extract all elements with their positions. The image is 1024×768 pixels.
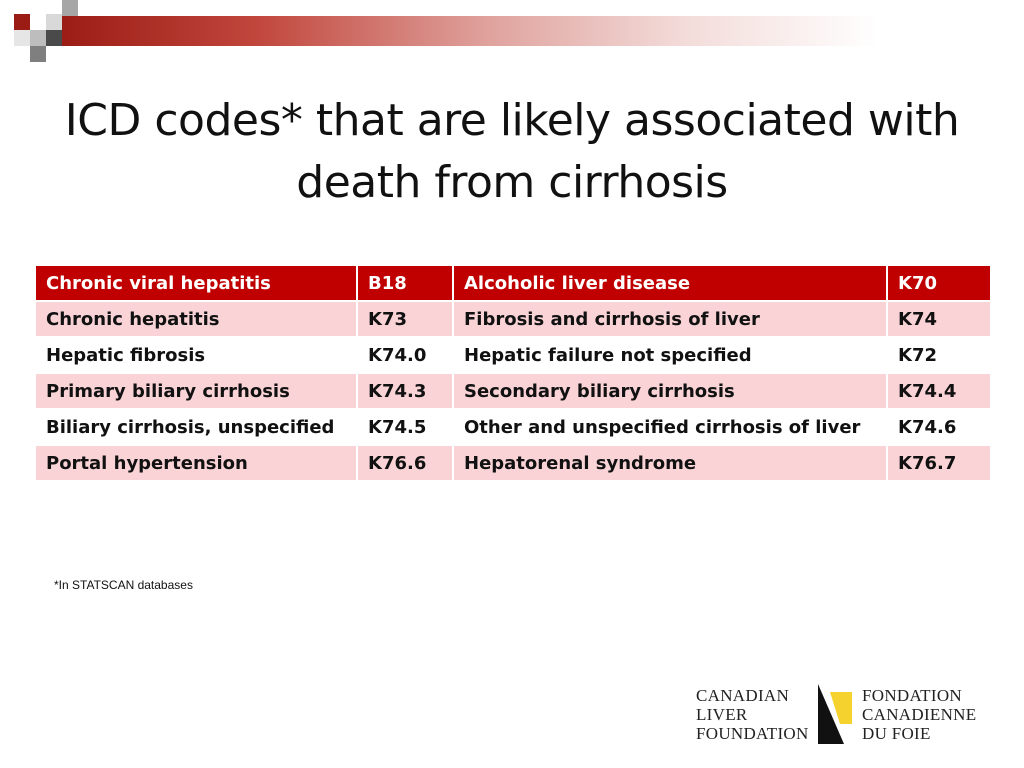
icd-code-cell: K72 (888, 338, 990, 372)
logo-line: DU FOIE (862, 724, 931, 743)
condition-name-cell: Secondary biliary cirrhosis (454, 374, 886, 408)
condition-name-cell: Hepatorenal syndrome (454, 446, 886, 480)
icd-code-cell: K76.7 (888, 446, 990, 480)
condition-name-cell: Alcoholic liver disease (454, 266, 886, 300)
table-row: Primary biliary cirrhosis K74.3 Secondary … (36, 374, 990, 408)
icd-code-cell: K70 (888, 266, 990, 300)
page-title: ICD codes* that are likely associated wi… (0, 90, 1024, 214)
condition-name-cell: Primary biliary cirrhosis (36, 374, 356, 408)
logo-line: CANADIAN (696, 686, 790, 705)
condition-name-cell: Hepatic failure not specified (454, 338, 886, 372)
title-line-2: death from cirrhosis (296, 157, 728, 208)
icd-code-cell: K74.4 (888, 374, 990, 408)
liver-foundation-logo-icon: CANADIAN LIVER FOUNDATION FONDATION CANA… (696, 684, 986, 746)
logo-line: LIVER (696, 705, 748, 724)
table-row: Portal hypertension K76.6 Hepatorenal synd… (36, 446, 990, 480)
logo-mark-icon (818, 684, 852, 744)
condition-name-cell: Fibrosis and cirrhosis of liver (454, 302, 886, 336)
icd-code-table: Chronic viral hepatitis B18 Alcoholic live… (34, 264, 992, 482)
title-line-1: ICD codes* that are likely associated wi… (64, 95, 960, 146)
condition-name-cell: Hepatic fibrosis (36, 338, 356, 372)
footnote: *In STATSCAN databases (54, 578, 193, 592)
icd-code-cell: K73 (358, 302, 452, 336)
icd-code-cell: B18 (358, 266, 452, 300)
table-row: Biliary cirrhosis, unspecified K74.5 Other… (36, 410, 990, 444)
logo-line: FONDATION (862, 686, 962, 705)
icd-code-cell: K74.0 (358, 338, 452, 372)
condition-name-cell: Other and unspecified cirrhosis of liver (454, 410, 886, 444)
logo-line: CANADIENNE (862, 705, 977, 724)
icd-code-cell: K74 (888, 302, 990, 336)
icd-code-cell: K76.6 (358, 446, 452, 480)
condition-name-cell: Chronic viral hepatitis (36, 266, 356, 300)
logo-text-english: CANADIAN LIVER FOUNDATION (696, 686, 809, 743)
condition-name-cell: Chronic hepatitis (36, 302, 356, 336)
table-row: Hepatic fibrosis K74.0 Hepatic failure not… (36, 338, 990, 372)
table-row: Chronic hepatitis K73 Fibrosis and cirrhos… (36, 302, 990, 336)
logo-text-french: FONDATION CANADIENNE DU FOIE (862, 686, 976, 743)
icd-code-cell: K74.5 (358, 410, 452, 444)
header-band (60, 16, 1024, 46)
condition-name-cell: Biliary cirrhosis, unspecified (36, 410, 356, 444)
table-header-row: Chronic viral hepatitis B18 Alcoholic live… (36, 266, 990, 300)
icd-code-cell: K74.3 (358, 374, 452, 408)
condition-name-cell: Portal hypertension (36, 446, 356, 480)
logo-line: FOUNDATION (696, 724, 809, 743)
icd-code-cell: K74.6 (888, 410, 990, 444)
